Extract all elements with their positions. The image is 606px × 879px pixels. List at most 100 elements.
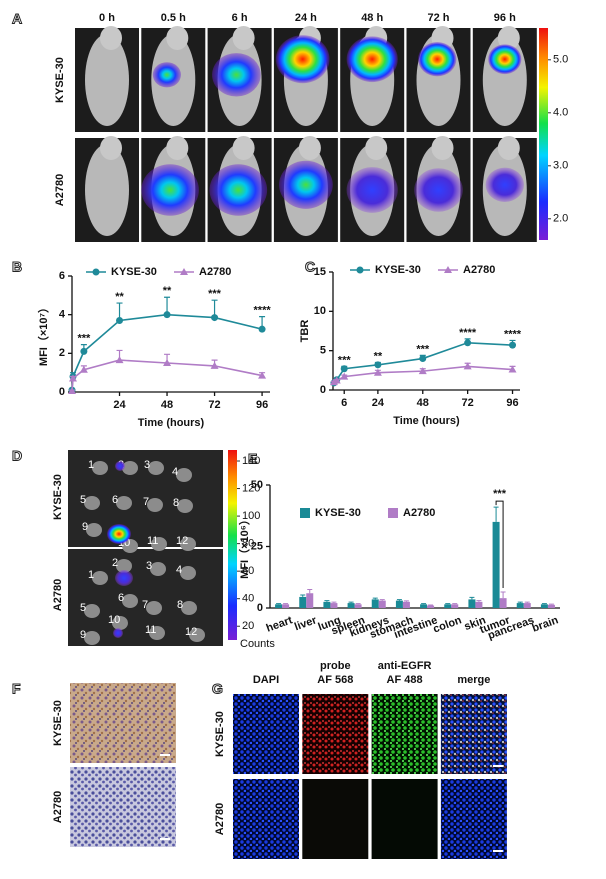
column-label: probe	[320, 660, 351, 672]
legend-marker	[92, 268, 100, 276]
significance: ***	[493, 488, 507, 500]
x-tick-label: 24	[113, 399, 126, 411]
colorbar-tick-label: 3.0	[553, 160, 568, 172]
mouse-head	[497, 26, 520, 50]
significance: ****	[254, 305, 272, 317]
y-tick-label: 6	[59, 270, 65, 282]
data-point	[508, 365, 517, 373]
colorbar-tick-label: 120	[242, 482, 260, 494]
significance: **	[374, 350, 383, 362]
error-bar	[403, 600, 409, 602]
legend-label: KYSE-30	[315, 507, 361, 519]
legend-marker	[444, 266, 452, 273]
data-point	[79, 365, 88, 373]
time-label: 96 h	[494, 12, 516, 24]
organ	[148, 461, 164, 475]
row-label: KYSE-30	[52, 700, 64, 746]
significance: ****	[459, 327, 477, 339]
error-bar	[541, 603, 547, 605]
significance: **	[115, 291, 124, 303]
row-label: A2780	[214, 803, 226, 835]
bar	[468, 599, 476, 608]
x-tick-label: 6	[341, 397, 347, 409]
organ	[116, 559, 132, 573]
error-bar	[379, 599, 385, 601]
time-label: 72 h	[427, 12, 449, 24]
bar	[354, 604, 362, 608]
signal	[488, 44, 522, 75]
mouse-head	[100, 26, 122, 50]
error-bar	[307, 589, 313, 594]
bar	[395, 600, 403, 608]
organ-number: 9	[80, 629, 86, 641]
organ-number: 5	[80, 602, 86, 614]
colorbar-unit: Counts	[240, 638, 275, 650]
organ	[122, 539, 138, 553]
data-point	[509, 341, 517, 349]
signal	[279, 160, 333, 209]
organ-number: 8	[173, 497, 179, 509]
data-point	[211, 314, 219, 322]
data-point	[419, 355, 427, 363]
error-bar	[476, 600, 482, 602]
column-label: anti-EGFR	[378, 660, 432, 672]
signal	[107, 524, 131, 544]
y-tick-label: 15	[314, 266, 326, 278]
mouse-body	[85, 144, 129, 236]
mouse-head	[431, 136, 454, 160]
panel-letter: F	[12, 681, 21, 697]
signal	[141, 164, 199, 216]
bar	[323, 601, 331, 608]
row-label: KYSE-30	[54, 57, 66, 103]
organ	[150, 562, 166, 576]
fluorescence-image	[302, 779, 369, 859]
fluorescence-image	[371, 694, 438, 774]
y-tick-label: 50	[251, 479, 263, 491]
organ-number: 8	[177, 599, 183, 611]
panel-letter: C	[305, 259, 315, 275]
colorbar-tick-label: 140	[242, 455, 260, 467]
mouse-head	[100, 136, 122, 160]
error-bar	[421, 603, 427, 605]
bar	[371, 599, 379, 608]
organ-number: 6	[118, 592, 124, 604]
data-point	[163, 359, 172, 366]
error-bar	[331, 601, 337, 604]
colorbar-tick-label: 2.0	[553, 213, 568, 225]
error-bar	[276, 603, 282, 605]
signal	[113, 628, 123, 638]
panel-letter: D	[12, 448, 22, 464]
mouse-head	[166, 136, 189, 160]
legend-swatch	[300, 508, 310, 518]
legend-swatch	[388, 508, 398, 518]
error-bar	[355, 603, 361, 605]
bar	[306, 593, 314, 608]
organ	[151, 537, 167, 551]
row-label: KYSE-30	[214, 711, 226, 757]
x-tick-label: 96	[256, 399, 268, 411]
error-bar	[445, 603, 451, 605]
signal	[152, 62, 181, 88]
legend-label: KYSE-30	[111, 266, 157, 278]
bar	[444, 604, 452, 608]
error-bar	[396, 599, 402, 601]
bar	[547, 604, 555, 608]
signal	[115, 570, 133, 586]
organ-number: 12	[185, 626, 197, 638]
organ-number: 3	[144, 459, 150, 471]
y-tick-label: 0	[59, 386, 65, 398]
organ	[116, 496, 132, 510]
data-point	[340, 372, 349, 380]
organ-number: 3	[146, 560, 152, 572]
data-point	[418, 367, 427, 375]
organ-number: 2	[112, 557, 118, 569]
bar	[523, 603, 531, 608]
colorbar-tick-label: 5.0	[553, 54, 568, 66]
error-bar	[524, 601, 530, 604]
mouse-head	[298, 136, 321, 160]
organ-number: 5	[80, 494, 86, 506]
bar	[540, 604, 548, 608]
signal	[212, 53, 261, 97]
x-tick-label: 72	[208, 399, 220, 411]
data-point	[332, 376, 341, 384]
